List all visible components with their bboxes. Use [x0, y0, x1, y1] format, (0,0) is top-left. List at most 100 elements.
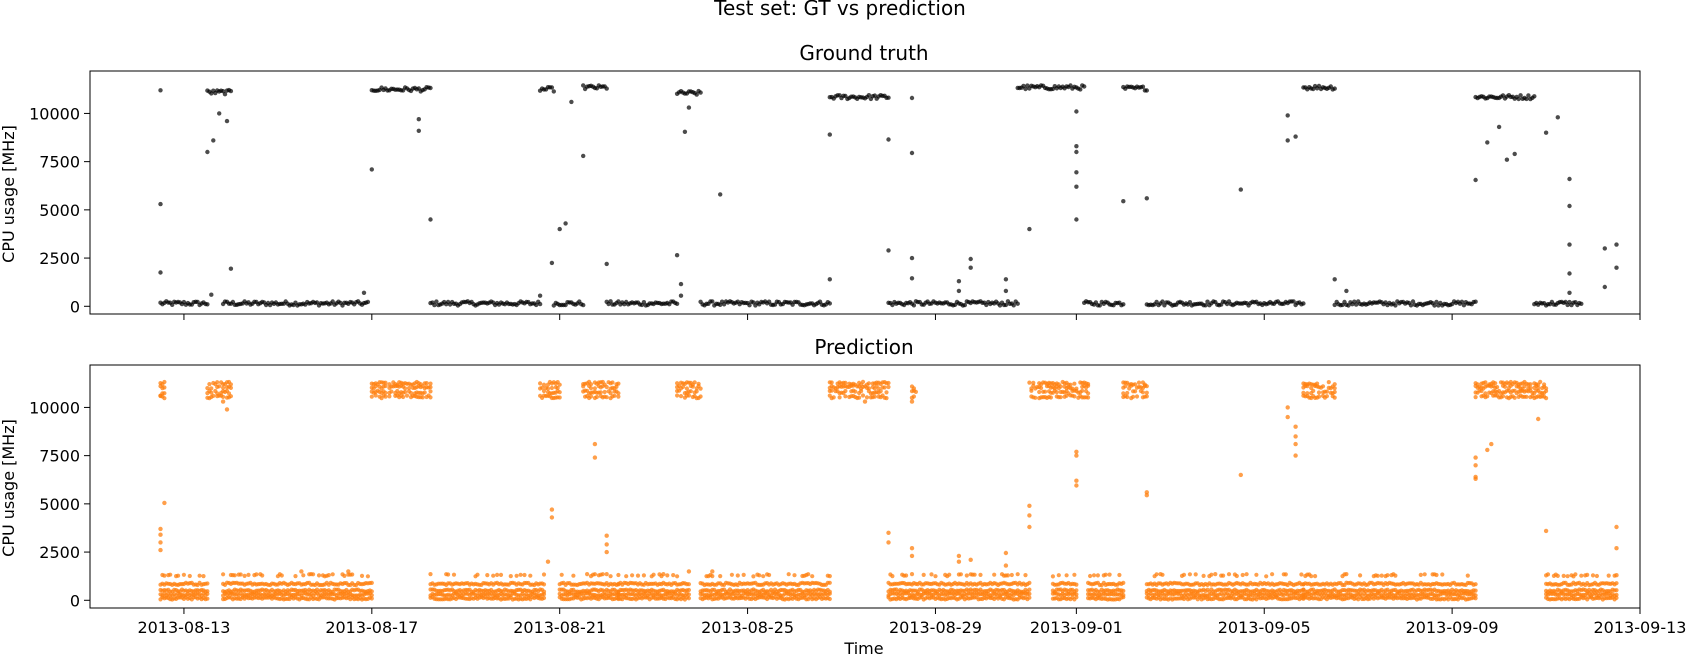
data-point: [886, 540, 891, 545]
data-point: [222, 92, 228, 97]
data-point: [387, 394, 392, 399]
data-point: [369, 394, 374, 399]
data-point: [680, 384, 686, 389]
data-point: [909, 395, 915, 400]
data-point: [604, 542, 609, 547]
data-point: [886, 137, 891, 142]
data-point: [1573, 572, 1578, 577]
data-point: [242, 573, 247, 579]
data-point: [361, 290, 367, 295]
data-point: [886, 384, 891, 390]
data-point: [630, 573, 635, 578]
data-point: [635, 573, 641, 578]
data-point: [1524, 394, 1529, 399]
data-point: [651, 572, 656, 577]
data-point: [886, 95, 891, 100]
data-point: [1473, 455, 1478, 460]
data-point: [1074, 109, 1079, 114]
data-point: [581, 302, 586, 308]
data-point: [1544, 396, 1549, 401]
data-point: [608, 299, 613, 304]
ground-truth-plot-area: [158, 83, 1619, 308]
data-point: [1048, 395, 1053, 400]
data-point: [1301, 390, 1306, 395]
data-point: [1567, 271, 1572, 276]
data-point: [911, 386, 917, 391]
data-point: [678, 394, 684, 399]
data-point: [688, 389, 693, 394]
data-point: [569, 99, 574, 105]
data-point: [1285, 113, 1290, 118]
data-point: [616, 572, 621, 578]
data-point: [698, 90, 703, 95]
data-point: [1293, 424, 1298, 429]
data-point: [675, 574, 680, 579]
data-point: [217, 384, 222, 389]
prediction-x-ticks: 2013-08-13 2013-08-17 2013-08-21 2013-08-25…: [137, 608, 1686, 637]
data-point: [1027, 503, 1032, 508]
data-point: [1095, 573, 1100, 578]
data-point: [1074, 144, 1079, 149]
data-point: [555, 385, 560, 390]
data-point: [221, 394, 226, 399]
y-tick-label: 5000: [39, 495, 80, 514]
data-point: [604, 384, 609, 390]
data-point: [616, 391, 621, 396]
data-point: [909, 553, 915, 559]
data-point: [563, 221, 568, 226]
data-point: [228, 266, 234, 271]
data-point: [428, 395, 433, 400]
data-point: [1316, 394, 1322, 399]
data-point: [1015, 572, 1020, 577]
data-point: [359, 573, 365, 579]
data-point: [365, 574, 370, 579]
data-point: [1473, 463, 1478, 468]
data-point: [866, 386, 872, 391]
data-point: [389, 389, 394, 394]
data-point: [886, 380, 891, 386]
data-point: [475, 572, 480, 577]
data-point: [330, 299, 335, 304]
data-point: [1602, 284, 1608, 290]
data-point: [810, 574, 815, 579]
data-point: [1133, 389, 1138, 394]
data-point: [446, 572, 451, 577]
data-point: [1238, 472, 1244, 478]
data-point: [751, 574, 756, 579]
data-point: [1027, 591, 1032, 597]
data-point: [956, 279, 962, 284]
data-point: [1203, 303, 1208, 308]
data-point: [541, 388, 547, 394]
data-point: [1493, 381, 1498, 386]
data-point: [921, 572, 926, 578]
data-point: [1074, 595, 1079, 600]
data-point: [1003, 550, 1009, 556]
data-point: [403, 386, 408, 391]
data-point: [158, 532, 163, 537]
data-point: [1283, 572, 1288, 577]
x-tick-label: 2013-08-25: [701, 618, 794, 637]
data-point: [1121, 302, 1126, 307]
data-point: [428, 217, 433, 222]
data-point: [246, 572, 251, 578]
data-point: [909, 276, 915, 281]
data-point: [1039, 385, 1044, 391]
data-point: [559, 572, 564, 577]
data-point: [1332, 277, 1337, 282]
data-point: [1117, 572, 1122, 578]
data-point: [786, 572, 791, 577]
data-point: [1602, 246, 1608, 251]
data-point: [1532, 94, 1537, 99]
data-point: [864, 395, 870, 400]
data-point: [1160, 572, 1165, 577]
data-point: [857, 395, 862, 400]
data-point: [158, 201, 163, 207]
data-point: [1543, 130, 1549, 135]
x-tick-label: 2013-09-01: [1030, 618, 1123, 637]
data-point: [1027, 524, 1032, 530]
data-point: [904, 573, 909, 578]
data-point: [1485, 140, 1490, 145]
data-point: [1074, 582, 1079, 587]
ground-truth-y-ticks: 0 2500 5000 7500 10000: [29, 104, 90, 316]
